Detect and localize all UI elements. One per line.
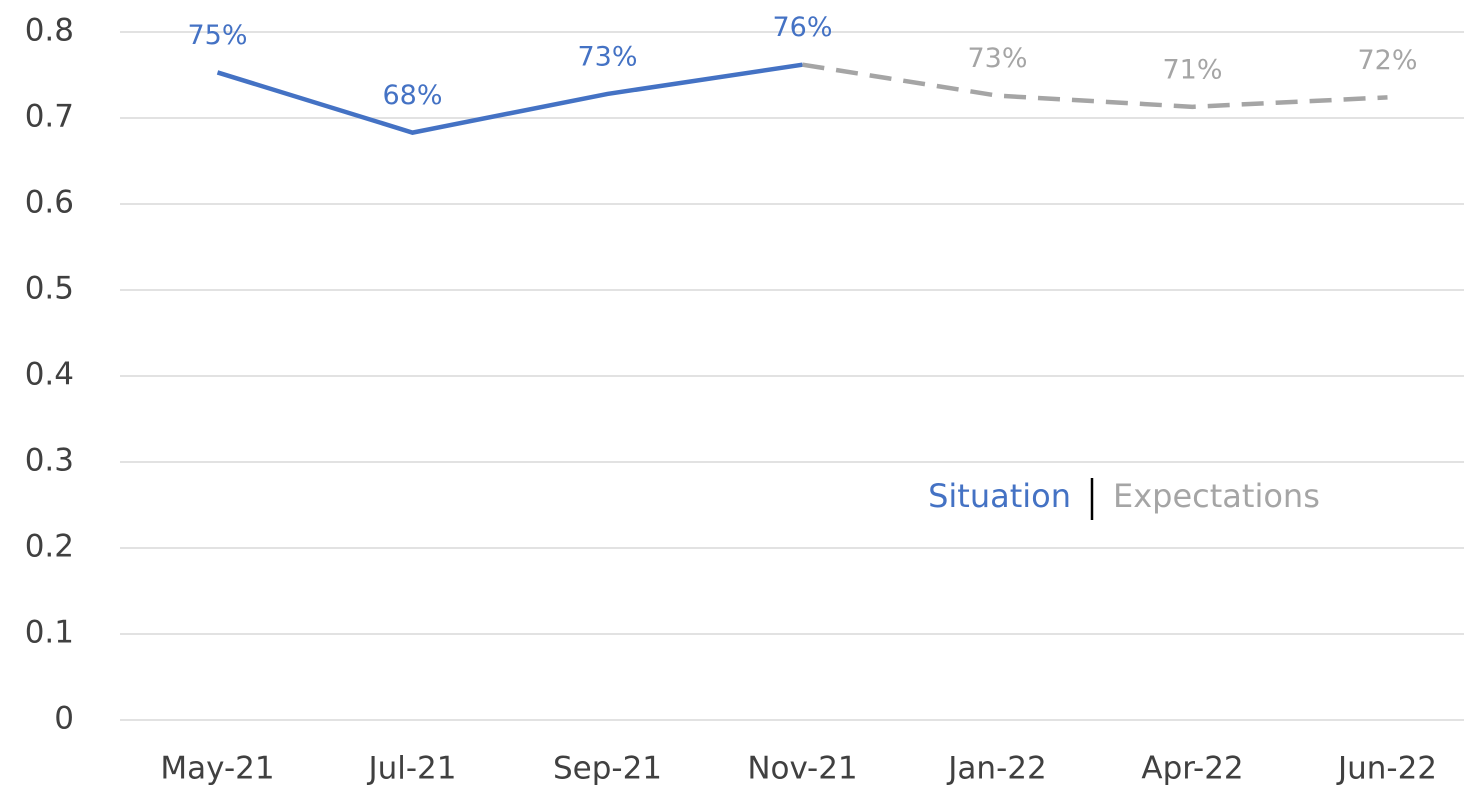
data-label: 72% (1357, 45, 1417, 76)
x-tick-label: Nov-21 (747, 751, 857, 787)
data-label: 73% (967, 43, 1027, 74)
data-label: 71% (1162, 54, 1222, 85)
data-label: 73% (577, 41, 637, 72)
data-label: 75% (187, 20, 247, 51)
line (802, 62, 1388, 110)
x-tick-label: May-21 (160, 751, 274, 787)
y-tick-label: 0.8 (25, 13, 74, 49)
x-tick-label: Jul-21 (366, 751, 456, 787)
y-tick-label: 0.2 (25, 529, 74, 565)
x-tick-label: Sep-21 (553, 751, 662, 787)
y-tick-label: 0 (54, 701, 74, 737)
x-tick-label: Jan-22 (946, 751, 1046, 787)
y-tick-label: 0.1 (25, 615, 74, 651)
x-tick-label: Apr-22 (1141, 751, 1243, 787)
y-tick-label: 0.7 (25, 99, 74, 135)
y-tick-label: 0.4 (25, 357, 74, 393)
legend-entry: Expectations (1113, 477, 1320, 515)
legend-entry: Situation (928, 477, 1071, 515)
y-tick-label: 0.3 (25, 443, 74, 479)
line (216, 62, 803, 135)
data-label: 68% (382, 80, 442, 111)
x-tick-label: Jun-22 (1336, 751, 1437, 787)
y-tick-label: 0.5 (25, 271, 74, 307)
data-label: 76% (772, 12, 832, 43)
y-tick-label: 0.6 (25, 185, 74, 221)
